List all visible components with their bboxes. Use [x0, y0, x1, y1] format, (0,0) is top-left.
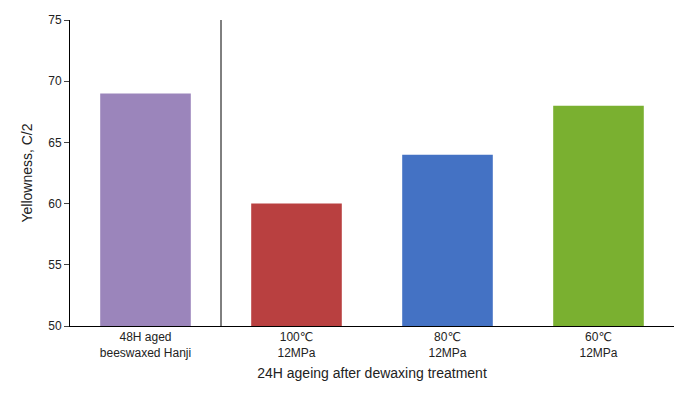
svg-text:48H agedbeeswaxed Hanji: 48H agedbeeswaxed Hanji: [100, 330, 191, 360]
svg-text:80℃12MPa: 80℃12MPa: [428, 330, 466, 360]
svg-text:70: 70: [48, 74, 62, 88]
svg-text:60℃12MPa: 60℃12MPa: [579, 330, 617, 360]
svg-text:60: 60: [48, 197, 62, 211]
svg-text:Yellowness, C/2: Yellowness, C/2: [19, 123, 35, 222]
svg-text:65: 65: [48, 136, 62, 150]
svg-text:75: 75: [48, 13, 62, 27]
svg-text:24H ageing after dewaxing trea: 24H ageing after dewaxing treatment: [257, 365, 487, 381]
svg-text:55: 55: [48, 258, 62, 272]
svg-text:50: 50: [48, 319, 62, 333]
svg-text:100℃12MPa: 100℃12MPa: [277, 330, 315, 360]
